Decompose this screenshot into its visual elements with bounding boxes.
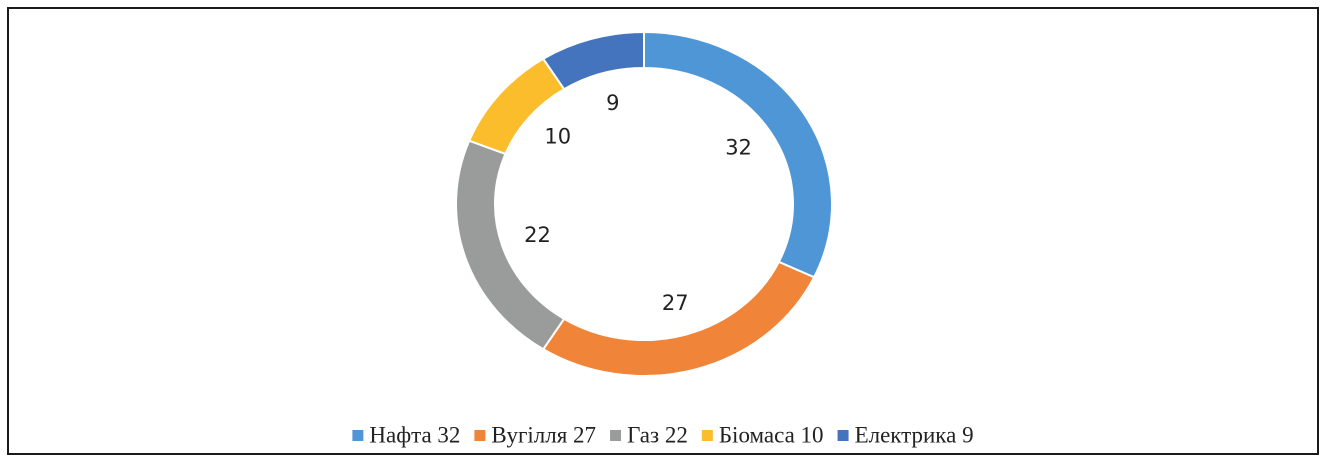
- legend-label: Вугілля 27: [491, 422, 596, 447]
- legend-label: Електрика 9: [855, 422, 974, 447]
- legend-label: Газ 22: [627, 422, 688, 447]
- donut-slice: [541, 30, 645, 91]
- legend-label: Біомаса 10: [719, 422, 824, 447]
- data-label: 9: [606, 91, 619, 115]
- data-label: 32: [725, 135, 752, 159]
- data-label: 22: [524, 223, 551, 247]
- legend-swatch: [837, 430, 849, 441]
- legend-swatch: [610, 430, 622, 441]
- legend-swatch: [474, 430, 486, 441]
- data-label: 10: [544, 125, 571, 149]
- legend-label: Нафта 32: [369, 422, 460, 447]
- legend-swatch: [701, 430, 713, 441]
- data-label: 27: [662, 291, 689, 315]
- legend-swatch: [352, 430, 364, 441]
- frame: [7, 7, 1319, 455]
